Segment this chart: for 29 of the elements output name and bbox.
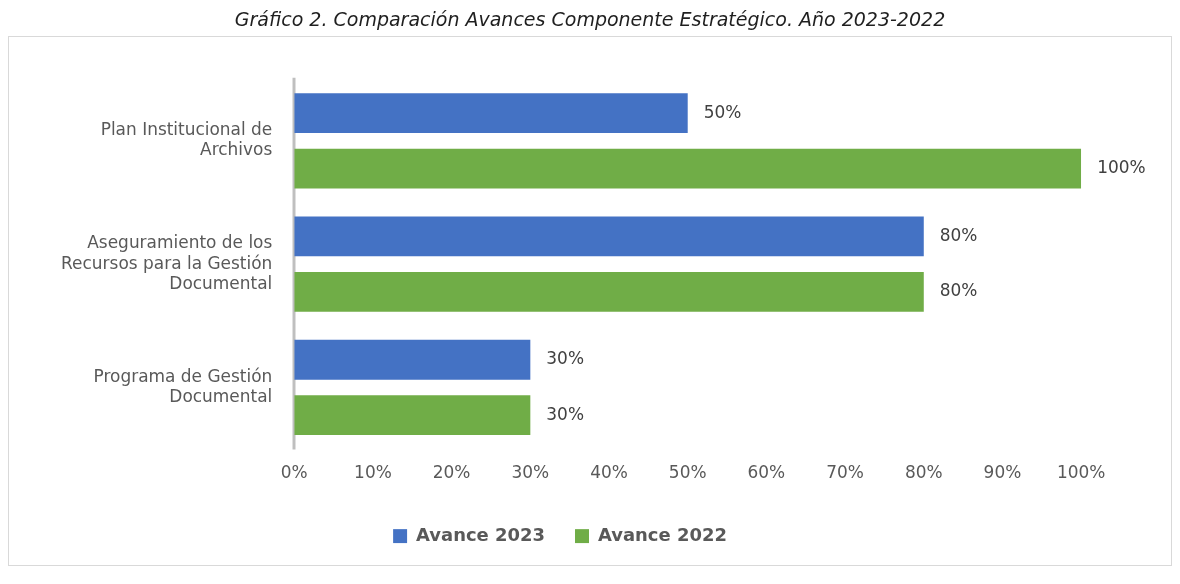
x-tick-label: 90%	[983, 461, 1022, 482]
bar	[294, 339, 531, 380]
y-tick-label: Plan Institucional de Archivos	[100, 119, 273, 160]
bar	[294, 395, 531, 436]
data-label: 80%	[939, 224, 978, 245]
bar	[294, 93, 688, 134]
legend-label: Avance 2022	[597, 523, 727, 545]
legend-label: Avance 2023	[416, 523, 545, 545]
x-tick-label: 70%	[826, 461, 864, 482]
y-tick-label: Aseguramiento de los Recursos para la Gestión Documental	[61, 232, 273, 293]
bar	[294, 148, 1082, 189]
x-tick-label: 40%	[590, 461, 628, 482]
data-label: 100%	[1097, 157, 1146, 178]
data-label: 50%	[703, 101, 742, 122]
x-tick-label: 80%	[904, 461, 943, 482]
y-tick-label: Programa de Gestión Documental	[93, 365, 273, 406]
x-tick-label: 10%	[354, 461, 392, 482]
data-label: 80%	[939, 280, 978, 301]
chart-title: Gráfico 2. Comparación Avances Componente Estratégico. Año 2023-2022	[233, 8, 947, 30]
data-label: 30%	[546, 348, 584, 369]
x-tick-label: 50%	[668, 461, 707, 482]
x-tick-label: 0%	[280, 461, 308, 482]
bar	[294, 216, 924, 257]
x-tick-label: 20%	[432, 461, 471, 482]
x-tick-label: 100%	[1056, 461, 1106, 482]
bar	[294, 271, 924, 312]
x-tick-label: 30%	[511, 461, 550, 482]
data-label: 30%	[546, 403, 584, 424]
x-tick-label: 60%	[747, 461, 786, 482]
